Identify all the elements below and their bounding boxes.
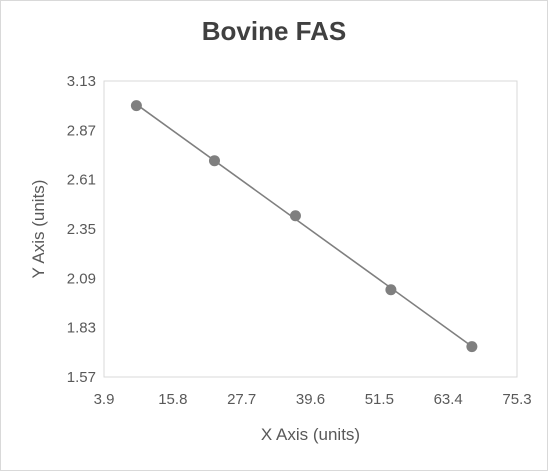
data-point xyxy=(466,341,478,353)
trendline xyxy=(135,103,473,348)
y-tick-label: 1.57 xyxy=(67,369,96,386)
x-tick-label: 3.9 xyxy=(94,391,115,408)
x-tick-label: 63.4 xyxy=(434,391,463,408)
y-axis-title: Y Axis (units) xyxy=(29,180,48,279)
y-tick-labels: 3.13 2.87 2.61 2.35 2.09 1.83 1.57 xyxy=(67,73,96,386)
y-tick-label: 1.83 xyxy=(67,320,96,337)
data-point xyxy=(385,284,397,296)
chart-title: Bovine FAS xyxy=(201,16,347,46)
y-tick-label: 2.87 xyxy=(67,122,96,139)
y-tick-label: 2.35 xyxy=(67,221,96,238)
data-point xyxy=(208,155,220,167)
x-tick-label: 39.6 xyxy=(296,391,325,408)
plot-area xyxy=(103,80,518,378)
y-tick-label: 3.13 xyxy=(67,73,96,90)
x-tick-label: 15.8 xyxy=(158,391,187,408)
data-points xyxy=(130,100,478,353)
x-tick-labels: 3.9 15.8 27.7 39.6 51.5 63.4 75.3 xyxy=(94,391,532,408)
x-axis-title: X Axis (units) xyxy=(261,425,360,444)
x-tick-label: 75.3 xyxy=(502,391,531,408)
x-tick-label: 27.7 xyxy=(227,391,256,408)
x-tick-label: 51.5 xyxy=(365,391,394,408)
data-point xyxy=(289,210,301,222)
y-tick-label: 2.09 xyxy=(67,270,96,287)
data-point xyxy=(130,100,142,112)
y-tick-label: 2.61 xyxy=(67,172,96,189)
